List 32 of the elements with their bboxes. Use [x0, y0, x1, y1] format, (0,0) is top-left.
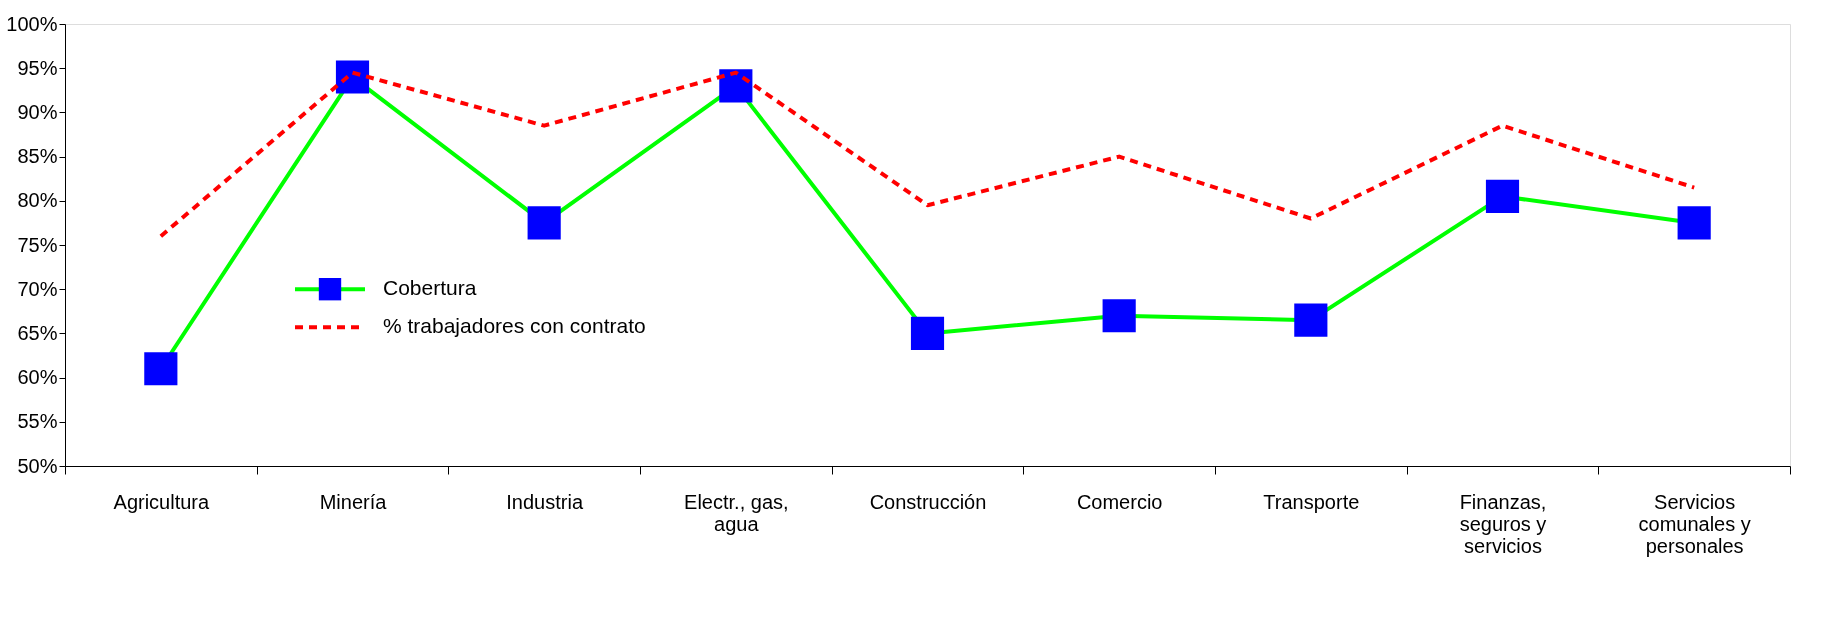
y-tick-label: 70%: [17, 277, 58, 300]
x-tick-label: Electr., gas, agua: [684, 490, 789, 535]
y-tick-label: 60%: [17, 366, 58, 389]
line-series: [158, 70, 1697, 239]
y-tick-label: 95%: [17, 56, 58, 79]
legend-label: Cobertura: [383, 276, 477, 300]
x-tick-label: Comercio: [1076, 490, 1163, 513]
y-tick-label: 50%: [17, 454, 58, 477]
point: [1294, 303, 1328, 337]
legend-label: % trabajadores con contrato: [383, 314, 646, 338]
x-tick-label: Servicios comunales y personales: [1638, 490, 1751, 557]
y-tick-label: 55%: [17, 410, 58, 433]
y-tick-label: 85%: [17, 145, 58, 168]
point: [1485, 179, 1520, 213]
point: [527, 206, 561, 240]
y-tick-label: 100%: [6, 12, 58, 35]
point: [1677, 206, 1711, 240]
y-tick-label: 75%: [17, 233, 58, 256]
point: [335, 60, 370, 94]
x-tick-label: Agricultura: [113, 490, 210, 513]
x-tick-label: Finanzas, seguros y servicios: [1459, 490, 1547, 557]
point: [719, 69, 753, 103]
y-tick-label: 80%: [17, 189, 58, 212]
x-tick-label: Transporte: [1263, 490, 1360, 513]
point: [910, 316, 945, 350]
y-tick-label: 90%: [17, 100, 58, 123]
y-tick-label: 65%: [17, 321, 58, 344]
x-tick-label: Construcción: [869, 490, 987, 513]
point: [1102, 299, 1136, 333]
x-tick-label: Minería: [319, 490, 388, 513]
x-tick-label: Industria: [506, 490, 584, 513]
point: [144, 352, 178, 386]
